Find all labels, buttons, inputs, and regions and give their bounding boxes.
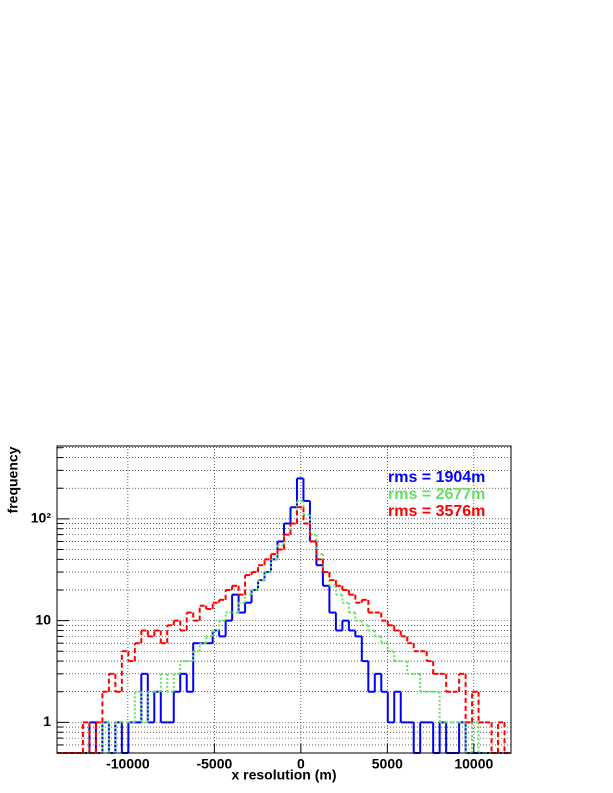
x-tick-label: -5000 (196, 756, 232, 772)
y-tick-label: 10 (35, 611, 51, 627)
x-axis-label: x resolution (m) (231, 767, 336, 783)
annotation: rms = 2677m (388, 486, 485, 503)
x-tick-label: -10000 (106, 756, 150, 772)
y-tick-label: 10² (31, 510, 52, 526)
annotation: rms = 3576m (388, 503, 485, 520)
x-tick-label: 0 (297, 756, 305, 772)
plot-frame (56, 445, 512, 754)
y-axis-label: frequency (5, 446, 21, 513)
x-tick-label: 10000 (454, 756, 493, 772)
y-tick-label: 1 (43, 713, 51, 729)
x-tick-label: 5000 (372, 756, 403, 772)
annotation: rms = 1904m (388, 469, 485, 486)
